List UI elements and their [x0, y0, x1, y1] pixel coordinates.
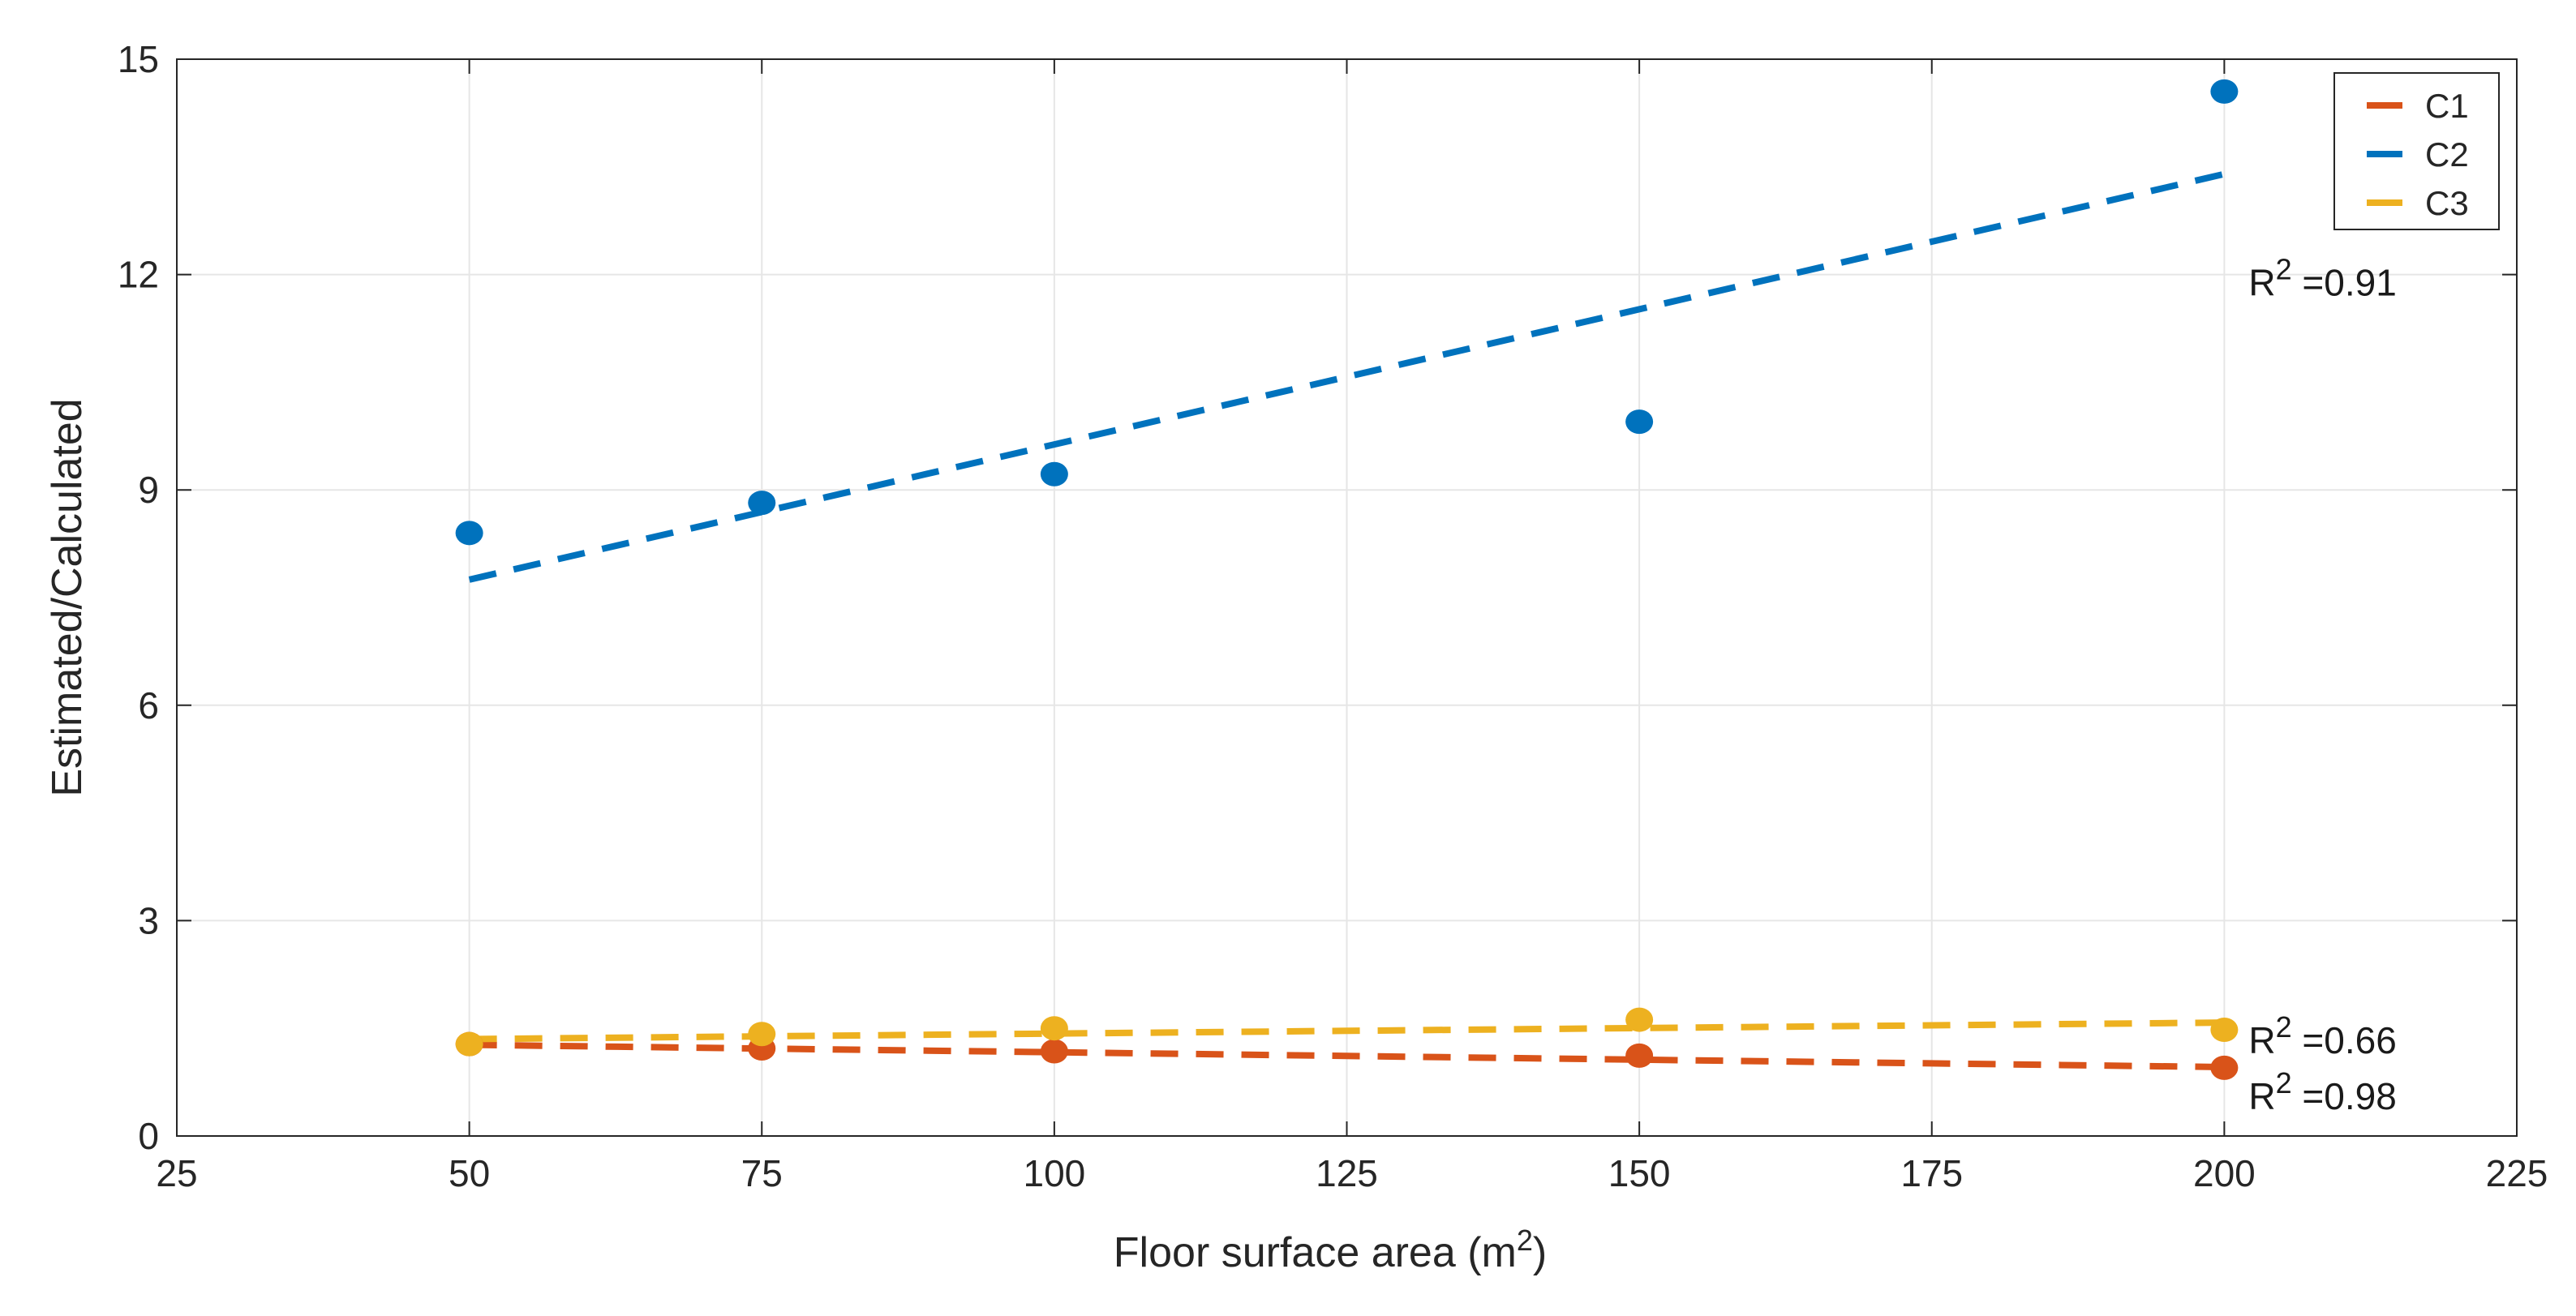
y-tick-label-15: 15	[118, 38, 159, 80]
data-point-c2-150	[1625, 409, 1654, 435]
r2-annotation-c3-sup: 2	[2276, 1010, 2292, 1044]
r2-annotation-c2-sup: 2	[2276, 253, 2292, 286]
x-tick-label-150: 150	[1608, 1152, 1671, 1194]
data-point-c3-150	[1625, 1007, 1654, 1032]
x-tick-label-75: 75	[741, 1152, 783, 1194]
x-tick-label-175: 175	[1900, 1152, 1963, 1194]
x-tick-label-125: 125	[1316, 1152, 1378, 1194]
r2-annotation-c2-value: =0.91	[2292, 262, 2397, 304]
y-axis-title: Estimated/Calculated	[44, 398, 91, 796]
x-tick-label-50: 50	[449, 1152, 490, 1194]
r2-annotation-c1: R2 =0.98	[2248, 1066, 2396, 1117]
data-points	[455, 79, 2239, 1080]
legend-label-c1: C1	[2425, 87, 2469, 125]
legend-box	[2333, 72, 2500, 230]
y-tick-label-9: 9	[138, 469, 159, 511]
r2-annotation-c1-r: R	[2248, 1075, 2275, 1117]
y-tick-label-6: 6	[138, 684, 159, 727]
x-tick-label-200: 200	[2193, 1152, 2256, 1194]
data-point-c1-150	[1625, 1043, 1654, 1068]
r2-annotation-c3-r: R	[2248, 1019, 2275, 1061]
r2-annotation-c2: R2 =0.91	[2248, 253, 2396, 304]
r2-annotation-c3: R2 =0.66	[2248, 1010, 2396, 1061]
x-tick-label-225: 225	[2486, 1152, 2548, 1194]
x-axis-title-text: Floor surface area (m	[1114, 1229, 1517, 1276]
y-tick-label-12: 12	[118, 254, 159, 296]
data-point-c3-100	[1040, 1016, 1068, 1041]
r2-annotation-c3-value: =0.66	[2292, 1019, 2397, 1061]
x-axis-title-superscript: 2	[1517, 1224, 1533, 1257]
data-point-c2-200	[2210, 79, 2239, 104]
legend-label-c2: C2	[2425, 135, 2469, 174]
axis-ticks: 25 50 75 100 125 150 175 200 225 0 3 6 9 12 15	[118, 38, 2548, 1194]
data-point-c3-200	[2210, 1017, 2239, 1042]
x-axis-title: Floor surface area (m2)	[1114, 1224, 1547, 1276]
y-tick-label-3: 3	[138, 899, 159, 941]
r2-annotation-c2-r: R	[2248, 262, 2275, 304]
data-point-c3-50	[455, 1031, 483, 1057]
legend-label-c3: C3	[2425, 184, 2469, 222]
data-point-c3-75	[748, 1022, 776, 1047]
data-point-c2-75	[748, 491, 776, 516]
data-point-c2-50	[455, 521, 483, 546]
r2-annotation-c1-value: =0.98	[2292, 1075, 2397, 1117]
x-tick-label-100: 100	[1024, 1152, 1086, 1194]
legend: C1 C2 C3	[2333, 72, 2500, 230]
fit-line-c2	[468, 170, 2226, 583]
x-tick-label-25: 25	[156, 1152, 197, 1194]
data-point-c2-100	[1040, 461, 1068, 487]
r2-annotation-c1-sup: 2	[2276, 1066, 2292, 1100]
x-axis-title-suffix: )	[1533, 1229, 1547, 1276]
y-tick-label-0: 0	[138, 1115, 159, 1157]
data-point-c1-200	[2210, 1055, 2239, 1080]
data-point-c1-100	[1040, 1039, 1068, 1064]
